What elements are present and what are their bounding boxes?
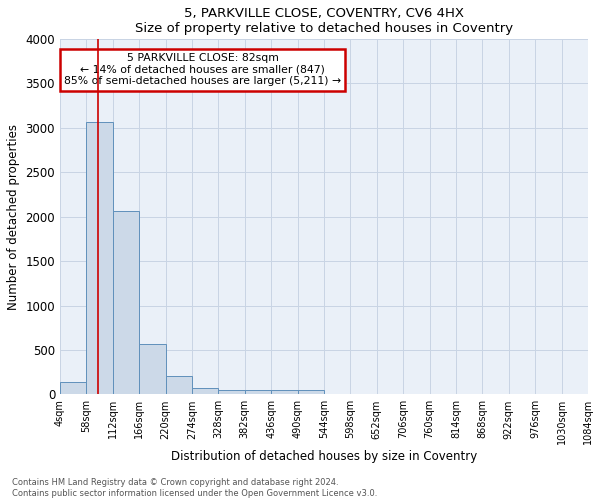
Bar	[113, 212, 139, 394]
Bar	[298, 390, 324, 394]
Bar	[245, 390, 271, 394]
X-axis label: Distribution of detached houses by size in Coventry: Distribution of detached houses by size …	[171, 450, 477, 463]
Text: Contains HM Land Registry data © Crown copyright and database right 2024.
Contai: Contains HM Land Registry data © Crown c…	[12, 478, 377, 498]
Title: 5, PARKVILLE CLOSE, COVENTRY, CV6 4HX
Size of property relative to detached hous: 5, PARKVILLE CLOSE, COVENTRY, CV6 4HX Si…	[135, 7, 513, 35]
Y-axis label: Number of detached properties: Number of detached properties	[7, 124, 20, 310]
Bar	[139, 344, 166, 394]
Bar	[86, 122, 113, 394]
Bar	[218, 390, 245, 394]
Text: 5 PARKVILLE CLOSE: 82sqm
← 14% of detached houses are smaller (847)
85% of semi-: 5 PARKVILLE CLOSE: 82sqm ← 14% of detach…	[64, 53, 341, 86]
Bar	[192, 388, 218, 394]
Bar	[166, 376, 192, 394]
Bar	[271, 390, 298, 394]
Bar	[60, 382, 86, 394]
